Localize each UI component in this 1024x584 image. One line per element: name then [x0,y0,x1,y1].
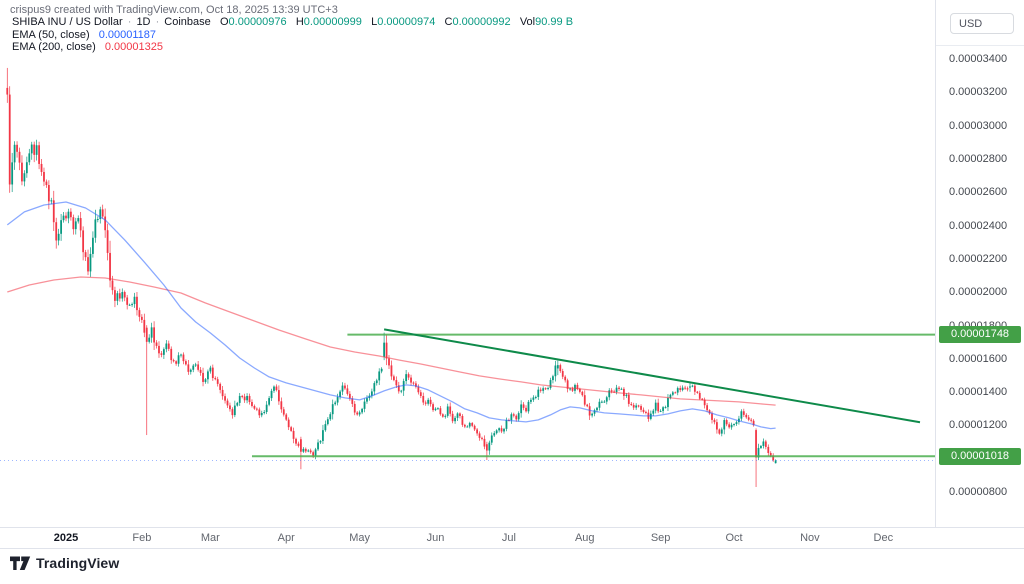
time-axis-label: Jun [426,532,445,544]
price-axis-label: 0.00002600 [949,186,1008,199]
ema50-legend-row[interactable]: EMA (50, close) 0.00001187 [12,28,573,42]
price-axis-label: 0.00001200 [949,419,1008,432]
ema200-value: 0.00001325 [104,41,163,53]
exchange-label: Coinbase [164,16,211,28]
volume-value: 90.99 B [535,16,574,28]
time-axis-label: Apr [277,532,295,544]
price-axis-label: 0.00001600 [949,352,1008,365]
time-axis-label: Sep [650,532,671,544]
ema50-value: 0.00001187 [98,28,157,41]
close-label: C [444,16,453,28]
time-axis-label: Aug [574,532,595,544]
tradingview-logo-icon [10,555,31,572]
candlestick-plot[interactable] [0,0,935,527]
chart-canvas[interactable] [0,0,935,527]
open-label: O [219,16,229,28]
volume-label: Vol [519,16,536,28]
legend: SHIBA INU / US Dollar · 1D · Coinbase O0… [12,16,574,55]
time-axis-label: May [349,532,371,544]
time-axis-label: 2025 [53,532,79,544]
price-axis-label: 0.00002000 [949,286,1008,299]
price-axis-header: USD [936,0,1024,46]
legend-separator: · [127,16,132,28]
open-value: 0.00000976 [228,16,287,28]
legend-separator: · [155,16,160,28]
chart-watermark: crispus9 created with TradingView.com, O… [10,4,338,16]
support-price-badge: 0.00001018 [939,447,1021,465]
time-axis-label: Mar [200,532,220,544]
currency-usd-button[interactable]: USD [950,13,1014,34]
time-axis-separator-bottom [0,548,1024,549]
price-axis-separator [935,0,936,527]
ema200-label: EMA (200, close) [12,41,96,53]
time-axis-label: Nov [800,532,820,544]
ema200-legend-row[interactable]: EMA (200, close) 0.00001325 [12,41,573,54]
symbol-name: SHIBA INU / US Dollar [12,16,123,28]
price-axis-label: 0.00003400 [949,53,1008,66]
timeframe-label: 1D [136,16,151,28]
price-axis-label: 0.00002800 [949,153,1008,165]
price-axis-label: 0.00003000 [949,119,1008,132]
ema50-label: EMA (50, close) [12,28,90,41]
price-axis-label: 0.00000800 [949,486,1008,498]
tradingview-logo-text: TradingView [36,555,120,571]
price-axis[interactable]: USD 0.00003400 0.00003200 0.00003000 0.0000… [936,0,1024,527]
time-axis-label: Feb [132,532,152,544]
close-value: 0.00000992 [452,16,511,28]
resistance-price-badge: 0.00001748 [939,326,1021,344]
time-axis-separator-top [0,527,1024,528]
price-axis-label: 0.00002200 [949,252,1008,265]
price-axis-label: 0.00003200 [949,86,1008,99]
high-label: H [295,16,304,28]
price-axis-label: 0.00002400 [949,219,1008,232]
time-axis-label: Dec [873,532,894,544]
tradingview-logo[interactable]: TradingView [10,552,119,574]
high-value: 0.00000999 [303,16,362,28]
price-axis-label: 0.00001400 [949,386,1008,399]
symbol-legend-row[interactable]: SHIBA INU / US Dollar · 1D · Coinbase O0… [12,16,574,29]
time-axis-label: Jul [501,532,516,544]
low-value: 0.00000974 [377,16,436,28]
low-label: L [371,16,378,28]
time-axis-label: Oct [725,532,743,544]
time-axis[interactable]: 2025 Feb Mar Apr May Jun Jul Aug Sep Oct Nov Dec [0,528,1024,548]
